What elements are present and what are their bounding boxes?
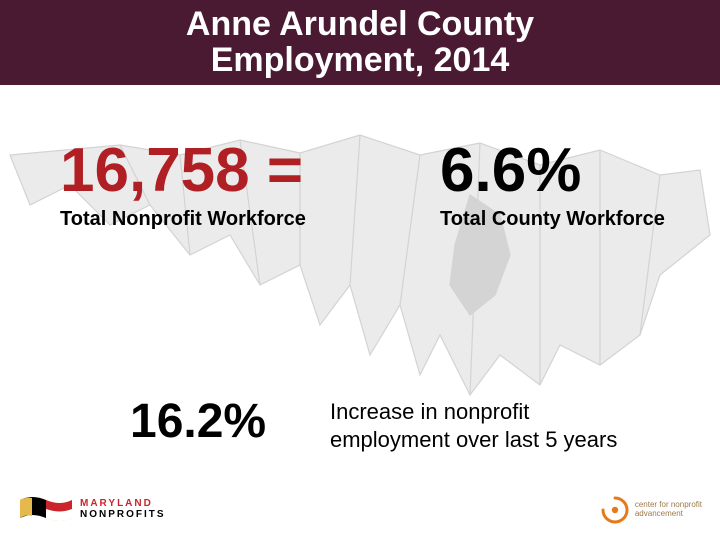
maryland-flag-icon — [18, 494, 74, 524]
logo-center-nonprofit-advancement: center for nonprofit advancement — [601, 496, 702, 524]
stat-increase-value: 16.2% — [130, 398, 266, 446]
stat-increase-text: Increase in nonprofit employment over la… — [330, 398, 640, 453]
stat-county-workforce: 6.6% Total County Workforce — [440, 140, 665, 231]
logo-left-line2: NONPROFITS — [80, 509, 166, 520]
logo-left-line1: MARYLAND — [80, 498, 166, 509]
logo-right-line2: advancement — [635, 510, 702, 519]
title-line-2: Employment, 2014 — [211, 41, 510, 79]
logo-left-text: MARYLAND NONPROFITS — [80, 498, 166, 520]
logo-right-text: center for nonprofit advancement — [635, 501, 702, 519]
slide: Anne Arundel County Employment, 2014 16,… — [0, 0, 720, 540]
logo-maryland-nonprofits: MARYLAND NONPROFITS — [18, 494, 166, 524]
title-line-1: Anne Arundel County — [186, 5, 534, 43]
stat-nonprofit-workforce: 16,758 = Total Nonprofit Workforce — [60, 140, 306, 231]
stat-nonprofit-value: 16,758 = — [60, 140, 306, 202]
title-bar: Anne Arundel County Employment, 2014 — [0, 0, 720, 85]
stat-increase: 16.2% — [130, 398, 266, 446]
stat-county-value: 6.6% — [440, 140, 665, 202]
map-background — [0, 85, 720, 405]
stat-county-label: Total County Workforce — [440, 208, 665, 231]
stat-nonprofit-label: Total Nonprofit Workforce — [60, 208, 306, 231]
swirl-icon — [601, 496, 629, 524]
page-title: Anne Arundel County Employment, 2014 — [186, 7, 534, 78]
